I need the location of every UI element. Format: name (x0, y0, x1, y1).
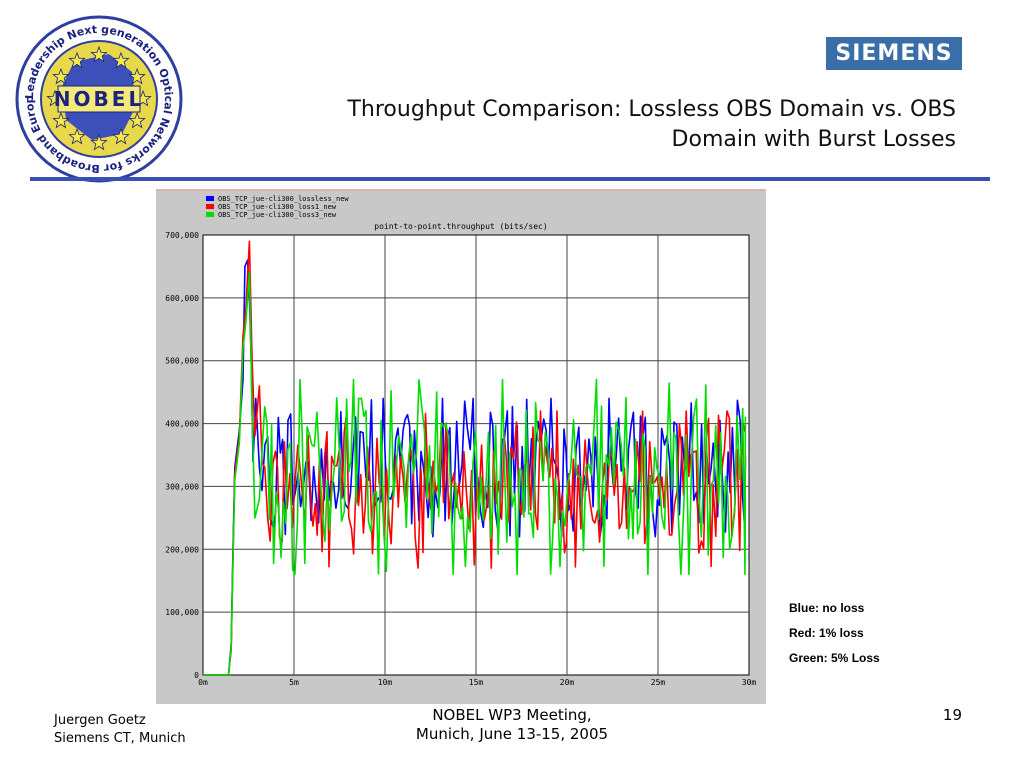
x-tick-label: 10m (378, 678, 393, 687)
throughput-chart: 0 100,000 200,000 300,000 400,000 500,000 600,… (156, 189, 766, 704)
y-tick-label: 600,000 (165, 294, 199, 303)
nobel-logo: Leadership Next generation Optical Netwo… (14, 14, 183, 183)
legend-label: OBS_TCP_jue-cli300_loss1_new (218, 203, 337, 211)
x-tick-label: 20m (560, 678, 575, 687)
tick-layer: 0 100,000 200,000 300,000 400,000 500,000 600,… (165, 231, 756, 687)
y-tick-label: 200,000 (165, 545, 199, 554)
y-tick-label: 0 (194, 671, 199, 680)
footer-event: NOBEL WP3 Meeting, Munich, June 13-15, 2… (362, 706, 662, 744)
logo-stars (46, 45, 152, 151)
legend-swatch (206, 204, 214, 209)
logo-star (90, 45, 108, 63)
chart-title: point-to-point.throughput (bits/sec) (374, 222, 547, 231)
note-green: Green: 5% Loss (789, 651, 880, 665)
y-tick-label: 700,000 (165, 231, 199, 240)
series-line-0 (203, 259, 747, 676)
logo-star (128, 111, 146, 129)
slide-title: Throughput Comparison: Lossless OBS Doma… (196, 95, 956, 155)
note-blue: Blue: no loss (789, 601, 865, 615)
series-layer (203, 240, 747, 676)
footer-author: Juergen Goetz Siemens CT, Munich (54, 712, 186, 748)
page-number: 19 (942, 706, 962, 724)
y-tick-label: 400,000 (165, 420, 199, 429)
logo-star (68, 51, 86, 69)
siemens-brand: SIEMENS (826, 37, 962, 70)
logo-center-text: NOBEL (54, 87, 144, 111)
legend-layer: OBS_TCP_jue-cli300_lossless_newOBS_TCP_j… (206, 195, 349, 219)
color-notes: Blue: no loss Red: 1% loss Green: 5% Los… (789, 600, 880, 675)
logo-star (90, 133, 108, 151)
logo-star (112, 51, 130, 69)
header-rule (30, 177, 990, 181)
footer-author-name: Juergen Goetz (54, 713, 146, 728)
x-tick-label: 25m (651, 678, 666, 687)
series-line-2 (203, 271, 747, 676)
footer-event-line2: Munich, June 13-15, 2005 (415, 725, 609, 743)
logo-star (68, 127, 86, 145)
footer-author-org: Siemens CT, Munich (54, 731, 186, 746)
logo-star (52, 67, 70, 85)
note-red: Red: 1% loss (789, 626, 864, 640)
x-tick-label: 30m (742, 678, 757, 687)
legend-label: OBS_TCP_jue-cli300_loss3_new (218, 211, 337, 219)
legend-swatch (206, 212, 214, 217)
footer-event-line1: NOBEL WP3 Meeting, (432, 706, 592, 724)
y-tick-label: 100,000 (165, 608, 199, 617)
legend-swatch (206, 196, 214, 201)
logo-star (52, 111, 70, 129)
slide-title-line1: Throughput Comparison: Lossless OBS Doma… (347, 97, 956, 122)
x-tick-label: 5m (289, 678, 299, 687)
y-tick-label: 300,000 (165, 482, 199, 491)
logo-star (112, 127, 130, 145)
x-tick-label: 0m (198, 678, 208, 687)
x-tick-label: 15m (469, 678, 484, 687)
slide-title-line2: Domain with Burst Losses (671, 127, 956, 152)
logo-star (128, 67, 146, 85)
y-tick-label: 500,000 (165, 357, 199, 366)
legend-label: OBS_TCP_jue-cli300_lossless_new (218, 195, 349, 203)
